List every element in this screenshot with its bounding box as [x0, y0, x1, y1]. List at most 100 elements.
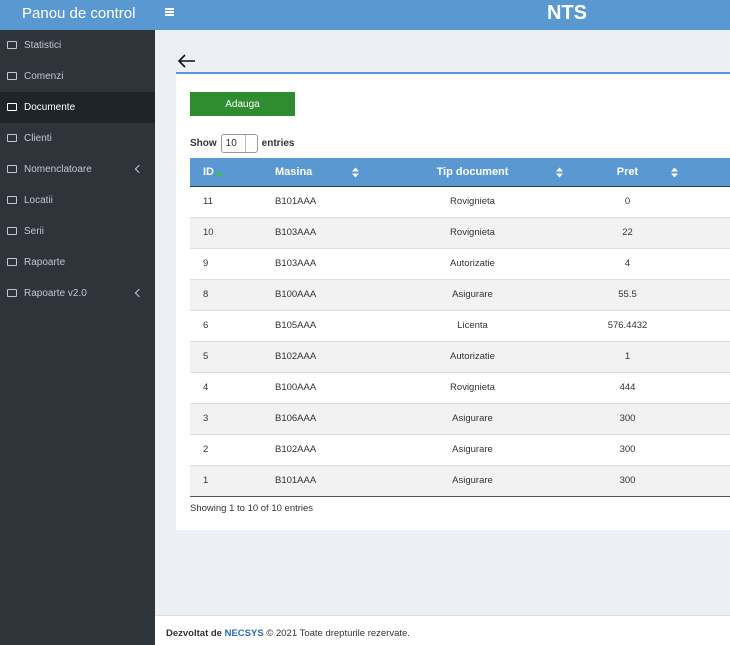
sort-icon: [216, 172, 222, 176]
sidebar-icon: [7, 196, 17, 204]
sidebar-label: Rapoarte v2.0: [24, 288, 87, 299]
cell-filler: [680, 371, 730, 403]
table-cell: 5: [190, 340, 262, 372]
app-title: NTS: [547, 2, 587, 24]
sort-icon: [556, 167, 563, 178]
table-cell: 11: [190, 185, 262, 217]
sidebar-item[interactable]: Locatii: [0, 185, 155, 216]
brand[interactable]: Panou de control: [22, 5, 136, 22]
sidebar-item[interactable]: Documente: [0, 92, 155, 123]
table-cell: 576.4432: [575, 309, 680, 341]
table-cell: 300: [575, 402, 680, 434]
cell-filler: [680, 216, 730, 248]
sidebar-label: Clienti: [24, 133, 52, 144]
sidebar-item[interactable]: Rapoarte: [0, 247, 155, 278]
table-cell: Asigurare: [370, 464, 575, 497]
sidebar-item[interactable]: Serii: [0, 216, 155, 247]
table-cell: 300: [575, 464, 680, 497]
back-arrow[interactable]: [177, 53, 197, 69]
table-cell: B103AAA: [262, 247, 370, 279]
length-select[interactable]: 10: [220, 134, 258, 153]
length-control: Show 10 entries: [190, 134, 294, 153]
table-cell: 2: [190, 433, 262, 465]
add-button[interactable]: Adauga: [190, 92, 295, 116]
sidebar-icon: [7, 103, 17, 111]
sidebar-icon: [7, 289, 17, 297]
sort-icon: [671, 167, 678, 178]
cell-filler: [680, 464, 730, 497]
cell-filler: [680, 433, 730, 465]
cell-filler: [680, 340, 730, 372]
table-cell: Autorizatie: [370, 340, 575, 372]
sidebar-item[interactable]: Nomenclatoare: [0, 154, 155, 185]
table-cell: Rovignieta: [370, 371, 575, 403]
column-header[interactable]: ID: [190, 158, 262, 187]
sidebar-item[interactable]: Comenzi: [0, 61, 155, 92]
table-row: 10 B103AAA Rovignieta 22: [190, 216, 730, 248]
table-cell: Rovignieta: [370, 185, 575, 217]
sidebar-icon: [7, 41, 17, 49]
sidebar-item[interactable]: Statistici: [0, 30, 155, 61]
column-header[interactable]: Pret: [575, 158, 680, 187]
table-cell: B101AAA: [262, 464, 370, 497]
sidebar-label: Documente: [24, 102, 76, 113]
table-cell: 300: [575, 433, 680, 465]
table-cell: Asigurare: [370, 278, 575, 310]
sidebar-label: Locatii: [24, 195, 53, 206]
table-cell: 4: [190, 371, 262, 403]
documents-table: ID Masina Tip document Pret 11 B101AAA Rovign…: [190, 158, 730, 497]
sidebar-label: Rapoarte: [24, 257, 66, 268]
table-cell: B100AAA: [262, 278, 370, 310]
column-title: Tip document: [436, 165, 509, 178]
cell-filler: [680, 247, 730, 279]
table-cell: 9: [190, 247, 262, 279]
cell-filler: [680, 402, 730, 434]
table-cell: B103AAA: [262, 216, 370, 248]
table-row: 6 B105AAA Licenta 576.4432: [190, 309, 730, 341]
cell-filler: [680, 309, 730, 341]
table-cell: 6: [190, 309, 262, 341]
sidebar-item[interactable]: Rapoarte v2.0: [0, 278, 155, 309]
menu-toggle[interactable]: [165, 8, 174, 16]
footer-rest: © 2021 Toate drepturile rezervate.: [266, 628, 410, 639]
column-title: Pret: [616, 165, 639, 178]
sidebar: Statistici Comenzi Documente Clienti Nomencl…: [0, 30, 155, 645]
column-title: Masina: [275, 165, 313, 178]
column-header[interactable]: Tip document: [370, 158, 575, 187]
column-filler: [680, 158, 730, 187]
table-row: 2 B102AAA Asigurare 300: [190, 433, 730, 465]
table-cell: 1: [190, 464, 262, 497]
table-row: 4 B100AAA Rovignieta 444: [190, 371, 730, 403]
table-cell: 10: [190, 216, 262, 248]
cell-filler: [680, 278, 730, 310]
table-row: 5 B102AAA Autorizatie 1: [190, 340, 730, 372]
table-cell: Licenta: [370, 309, 575, 341]
footer-company[interactable]: NECSYS: [224, 628, 264, 639]
table-cell: 0: [575, 185, 680, 217]
table-cell: 3: [190, 402, 262, 434]
table-cell: B106AAA: [262, 402, 370, 434]
column-header[interactable]: Masina: [262, 158, 370, 187]
sidebar-icon: [7, 227, 17, 235]
table-cell: Rovignieta: [370, 216, 575, 248]
submenu-chevron: [134, 288, 144, 298]
table-cell: 55.5: [575, 278, 680, 310]
footer: Dezvoltat de NECSYS © 2021 Toate dreptur…: [155, 615, 730, 645]
table-cell: 4: [575, 247, 680, 279]
table-cell: B102AAA: [262, 433, 370, 465]
show-label: Show: [190, 138, 217, 149]
sidebar-icon: [7, 72, 17, 80]
top-bar: Panou de control NTS: [0, 0, 730, 30]
sidebar-label: Comenzi: [24, 71, 64, 82]
table-cell: B100AAA: [262, 371, 370, 403]
table-cell: Asigurare: [370, 433, 575, 465]
table-cell: 22: [575, 216, 680, 248]
table-row: 3 B106AAA Asigurare 300: [190, 402, 730, 434]
table-cell: B105AAA: [262, 309, 370, 341]
table-row: 11 B101AAA Rovignieta 0: [190, 185, 730, 217]
sidebar-item[interactable]: Clienti: [0, 123, 155, 154]
table-row: 1 B101AAA Asigurare 300: [190, 464, 730, 497]
column-title: ID: [203, 165, 214, 178]
table-cell: 444: [575, 371, 680, 403]
